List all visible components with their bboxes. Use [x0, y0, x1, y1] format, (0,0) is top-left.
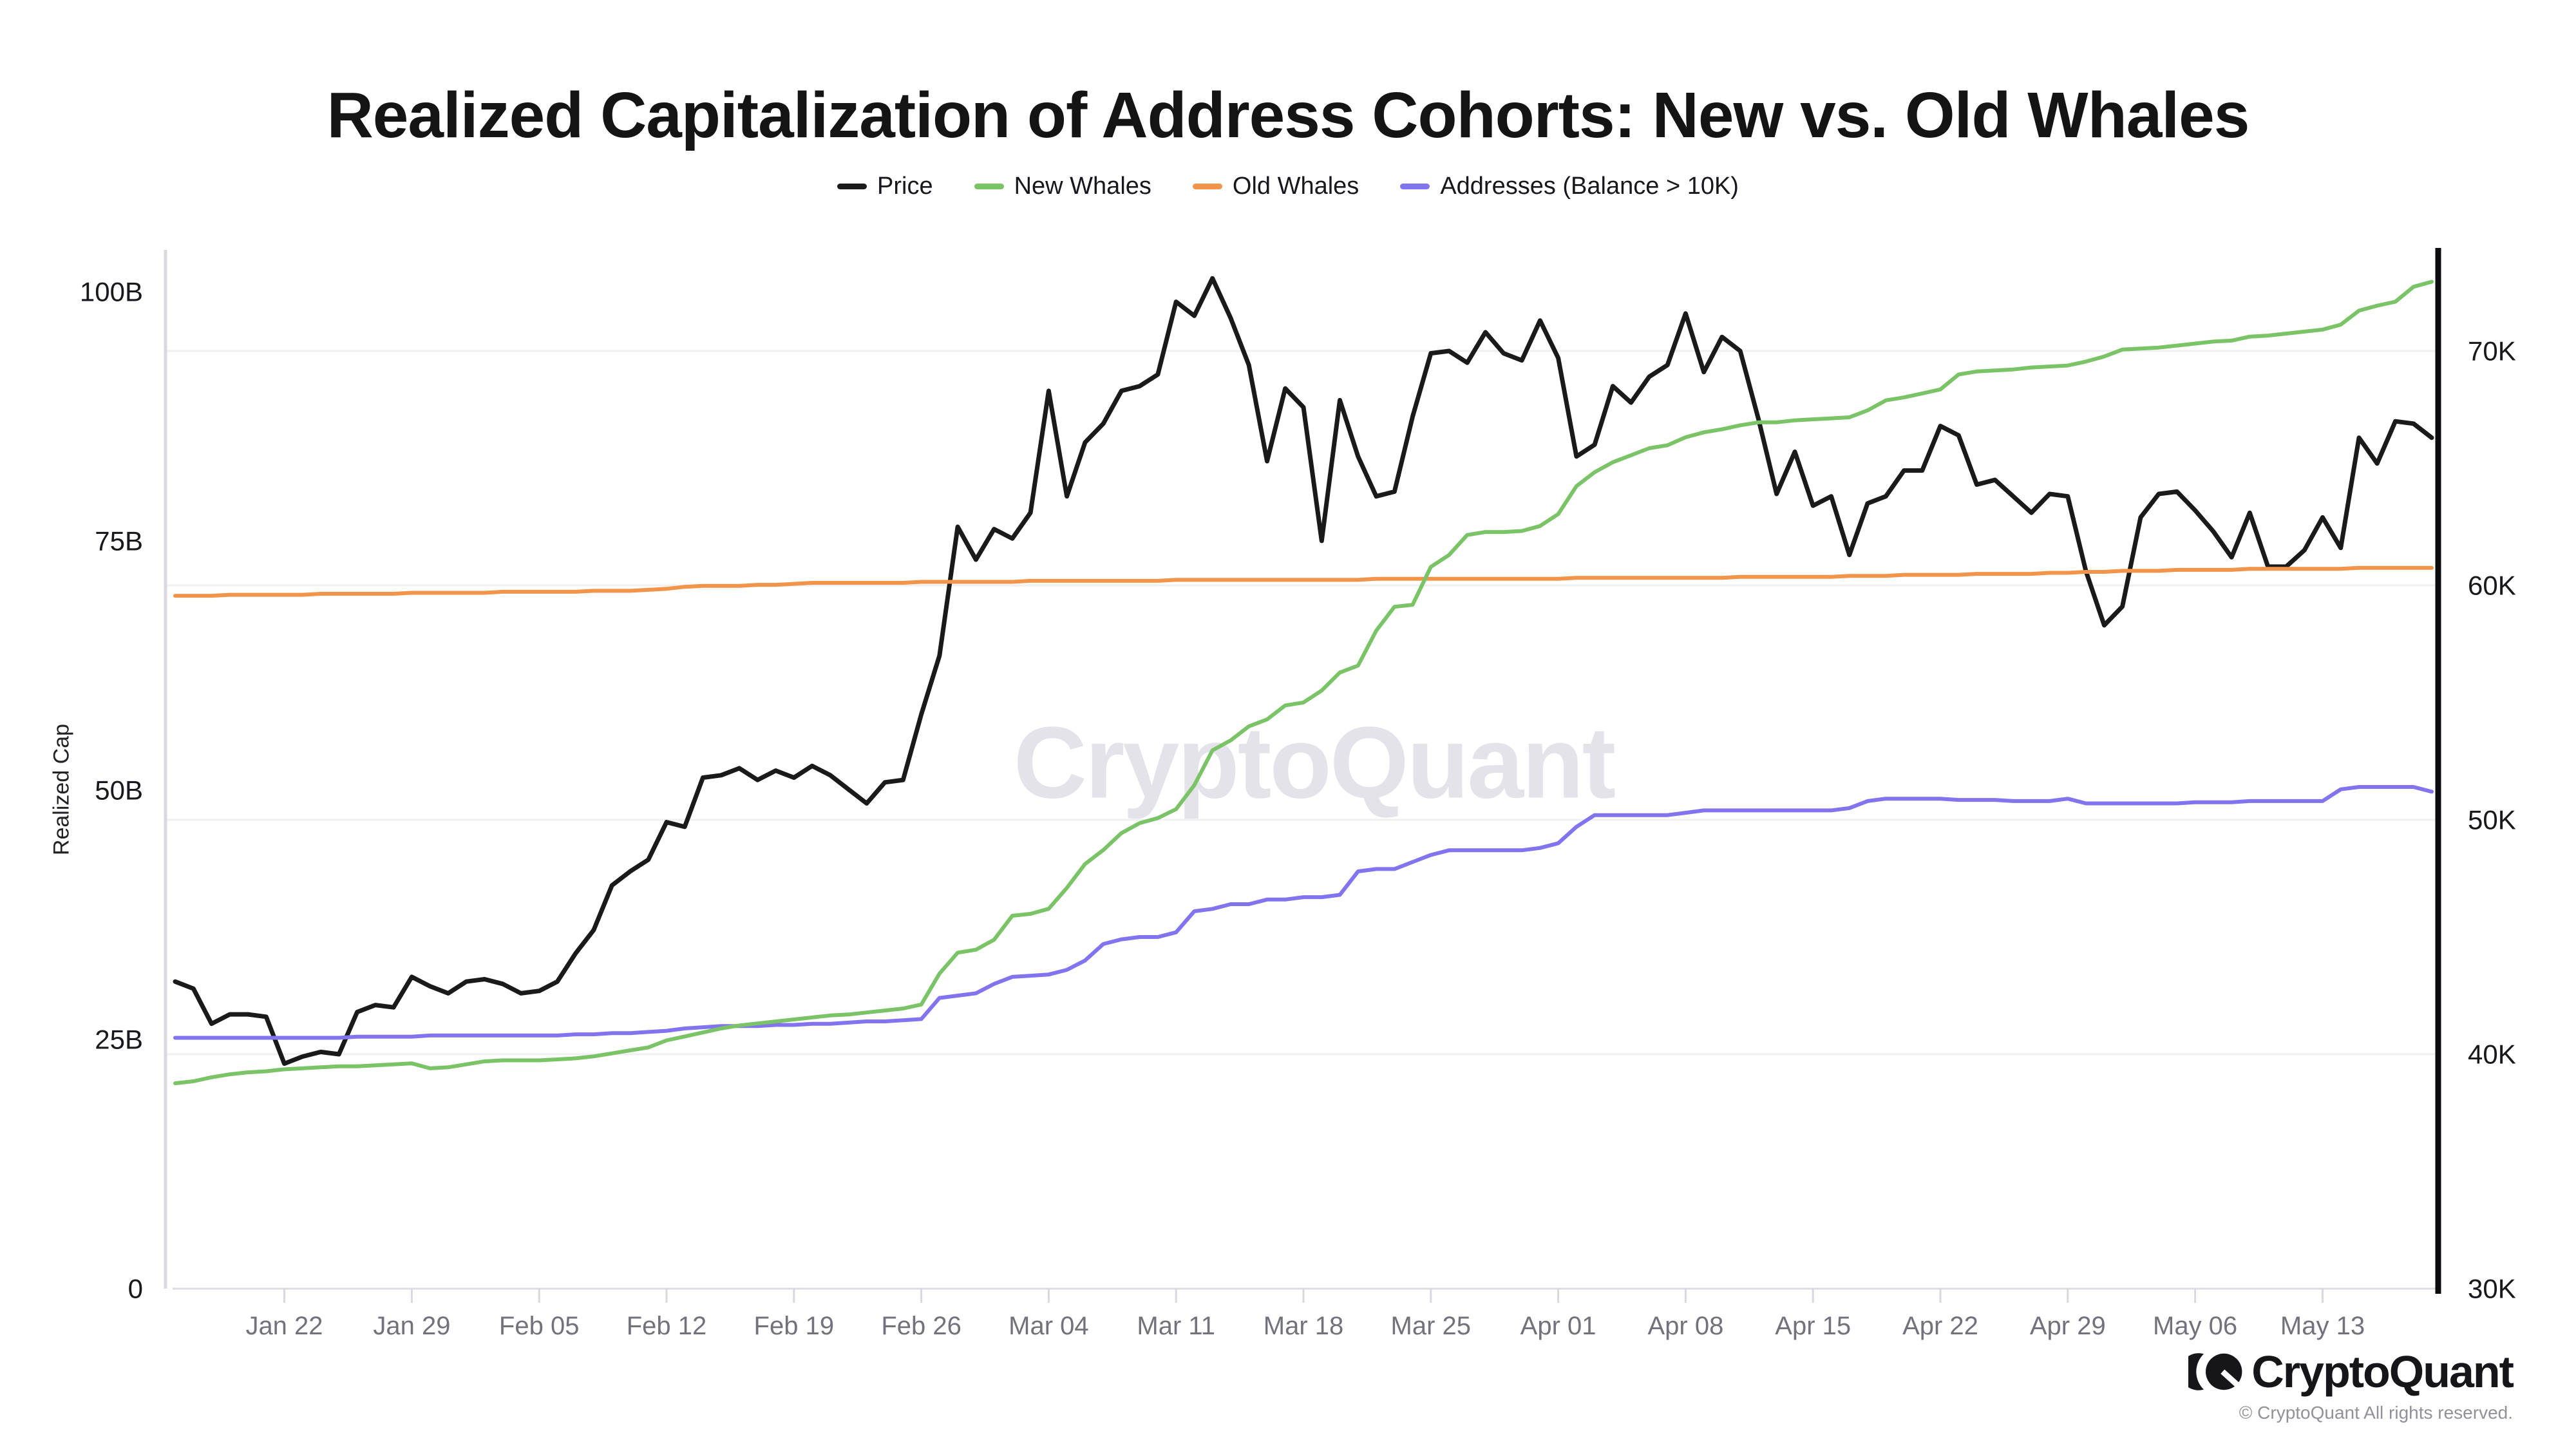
- copyright-text: © CryptoQuant All rights reserved.: [2239, 1403, 2513, 1423]
- footer-branding: CryptoQuant © CryptoQuant All rights res…: [2188, 1346, 2514, 1423]
- svg-text:Feb 19: Feb 19: [754, 1312, 835, 1340]
- legend-label: Price: [877, 173, 933, 200]
- legend-item-new-whales[interactable]: New Whales: [974, 173, 1151, 200]
- svg-text:60K: 60K: [2468, 571, 2516, 601]
- svg-text:May 06: May 06: [2153, 1312, 2237, 1340]
- svg-text:May 13: May 13: [2280, 1312, 2365, 1340]
- svg-text:Mar 11: Mar 11: [1137, 1312, 1215, 1340]
- page-title: Realized Capitalization of Address Cohor…: [327, 79, 2250, 151]
- old-whales-swatch-icon: [1192, 184, 1222, 189]
- svg-text:Feb 26: Feb 26: [881, 1312, 961, 1340]
- legend-label: Addresses (Balance > 10K): [1440, 173, 1739, 200]
- svg-text:Mar 25: Mar 25: [1391, 1312, 1472, 1340]
- svg-text:25B: 25B: [95, 1025, 143, 1055]
- legend-item-addresses[interactable]: Addresses (Balance > 10K): [1400, 173, 1739, 200]
- svg-text:100B: 100B: [80, 277, 143, 307]
- svg-text:Mar 18: Mar 18: [1264, 1312, 1344, 1340]
- new-whales-swatch-icon: [974, 184, 1004, 189]
- svg-text:30K: 30K: [2468, 1274, 2516, 1304]
- svg-text:Jan 22: Jan 22: [245, 1312, 323, 1340]
- svg-text:75B: 75B: [95, 526, 143, 556]
- svg-text:40K: 40K: [2468, 1039, 2516, 1070]
- legend-item-price[interactable]: Price: [837, 173, 933, 200]
- svg-text:70K: 70K: [2468, 336, 2516, 366]
- svg-text:Feb 05: Feb 05: [499, 1312, 580, 1340]
- addresses-swatch-icon: [1400, 184, 1430, 189]
- price-swatch-icon: [837, 184, 867, 189]
- svg-text:Feb 12: Feb 12: [627, 1312, 707, 1340]
- svg-text:Apr 01: Apr 01: [1520, 1312, 1596, 1340]
- svg-text:50B: 50B: [95, 775, 143, 806]
- svg-text:Mar 04: Mar 04: [1009, 1312, 1089, 1340]
- brand-name: CryptoQuant: [2251, 1347, 2514, 1397]
- legend-label: Old Whales: [1232, 173, 1359, 200]
- svg-text:Apr 29: Apr 29: [2030, 1312, 2106, 1340]
- svg-text:Apr 08: Apr 08: [1647, 1312, 1723, 1340]
- svg-text:Jan 29: Jan 29: [373, 1312, 450, 1340]
- legend: Price New Whales Old Whales Addresses (B…: [0, 173, 2576, 200]
- svg-text:Apr 22: Apr 22: [1902, 1312, 1978, 1340]
- legend-item-old-whales[interactable]: Old Whales: [1192, 173, 1359, 200]
- svg-text:0: 0: [128, 1274, 143, 1304]
- svg-text:50K: 50K: [2468, 805, 2516, 835]
- brand-row: CryptoQuant: [2188, 1346, 2514, 1397]
- cryptoquant-logo-icon: [2188, 1353, 2242, 1390]
- svg-text:Apr 15: Apr 15: [1775, 1312, 1851, 1340]
- legend-label: New Whales: [1014, 173, 1151, 200]
- watermark: CryptoQuant: [1013, 706, 1616, 820]
